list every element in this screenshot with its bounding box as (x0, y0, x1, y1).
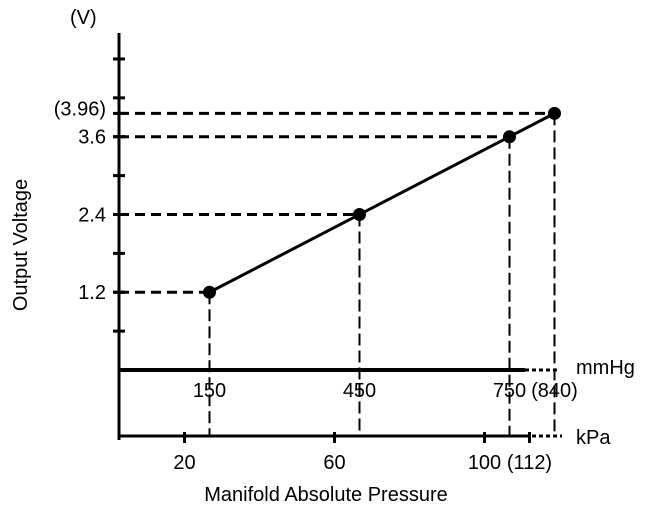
data-point (203, 285, 216, 299)
x-tick-label-mmhg: (840) (531, 380, 578, 402)
y-tick-label: (3.96) (54, 98, 106, 120)
x-unit-kpa-label: kPa (576, 427, 611, 449)
x-unit-mmhg-label: mmHg (576, 357, 635, 379)
x-tick-label-kpa: 60 (323, 452, 345, 474)
x-tick-label-kpa: 100 (468, 452, 501, 474)
axes (113, 33, 562, 443)
series-line (208, 112, 556, 294)
axis-labels: (V) Output Voltage mmHg kPa Manifold Abs… (10, 7, 635, 506)
x-tick-label-mmhg: 150 (193, 380, 226, 402)
y-tick-label: 2.4 (78, 204, 106, 226)
y-tick-label: 1.2 (78, 282, 106, 304)
x-tick-label-kpa: (112) (507, 452, 552, 474)
x-tick-label-mmhg: 450 (343, 380, 376, 402)
data-point (353, 207, 366, 221)
y-unit-label: (V) (70, 7, 97, 29)
x-tick-label-mmhg: 750 (493, 380, 526, 402)
x-axis-title: Manifold Absolute Pressure (204, 484, 447, 506)
data-point (503, 130, 516, 144)
y-tick-label: 3.6 (78, 127, 106, 149)
data-series (203, 106, 561, 299)
x-tick-label-kpa: 20 (173, 452, 195, 474)
y-axis-title: Output Voltage (10, 179, 32, 311)
data-point (548, 106, 561, 120)
dashed-guide-lines (119, 111, 556, 436)
